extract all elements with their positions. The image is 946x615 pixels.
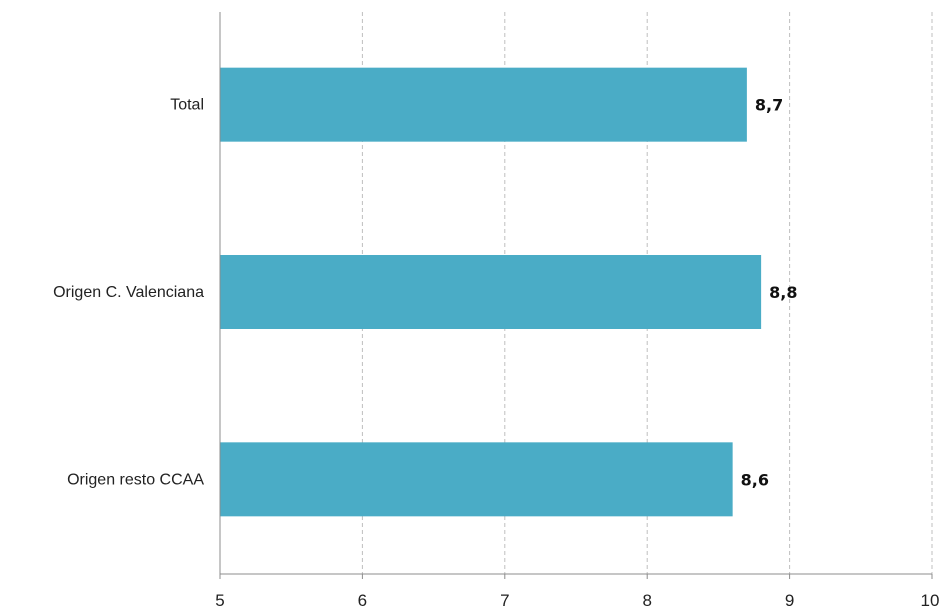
bar	[220, 442, 733, 517]
labels: 8,7 Total 8,8 Origen C. Valenciana 8,6 Origen…	[53, 96, 939, 610]
category-label: Origen resto CCAA	[67, 471, 204, 488]
axes	[219, 12, 933, 579]
x-tick-label: 8	[642, 591, 651, 610]
x-tick-label: 10	[921, 591, 940, 610]
x-tick-label: 6	[358, 591, 367, 610]
bars	[220, 67, 762, 517]
category-label: Origen C. Valenciana	[53, 284, 204, 301]
x-tick-label: 9	[785, 591, 794, 610]
data-label: 8,6	[741, 470, 769, 489]
bar	[220, 255, 762, 329]
bar	[220, 67, 747, 142]
data-label: 8,7	[755, 96, 783, 115]
x-tick-label: 5	[215, 591, 224, 610]
data-label: 8,8	[769, 283, 797, 302]
category-label: Total	[170, 97, 204, 114]
x-tick-label: 7	[500, 591, 509, 610]
